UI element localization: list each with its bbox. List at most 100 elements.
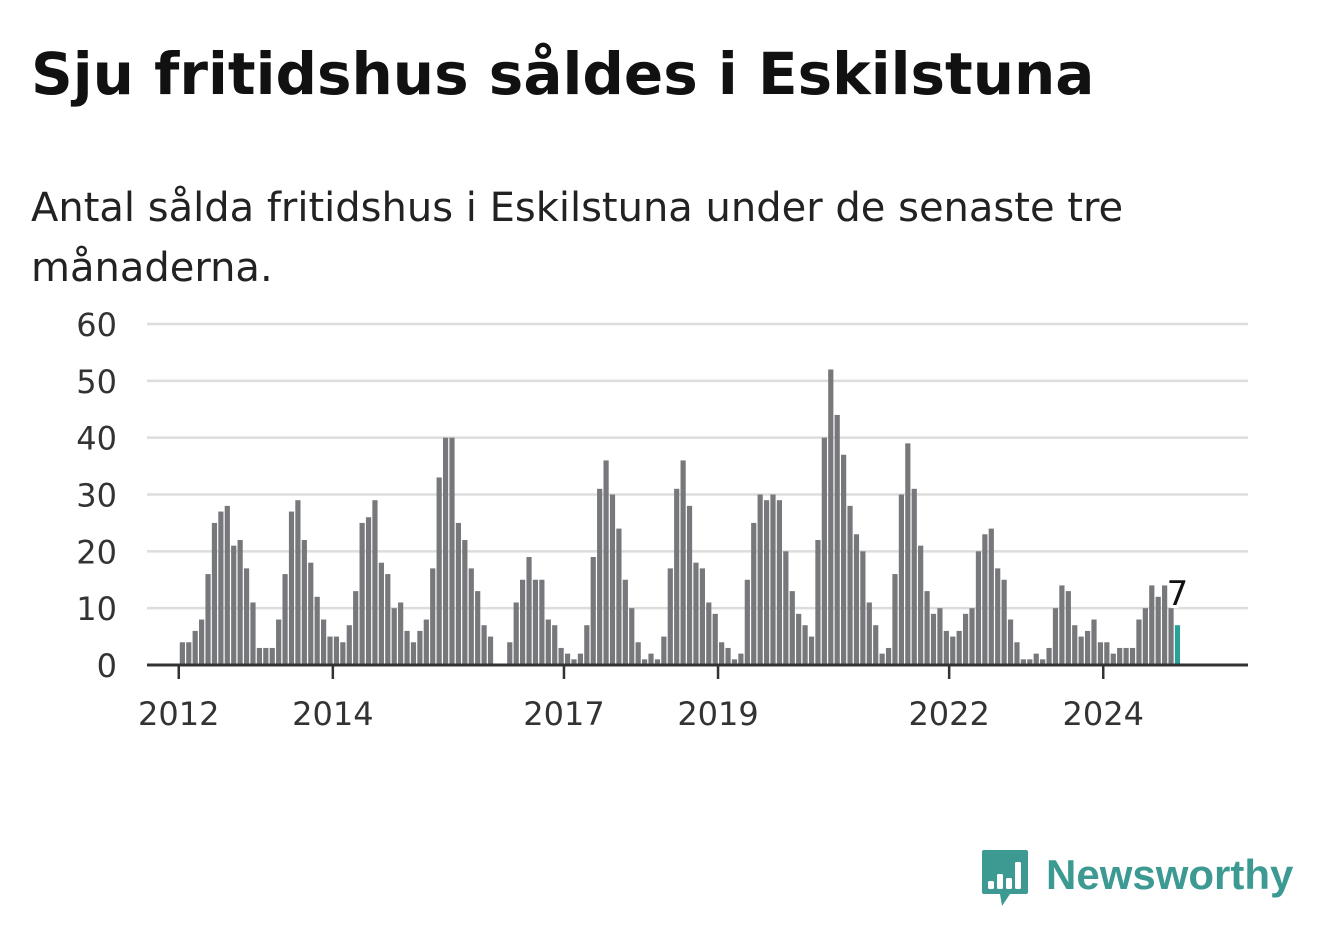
bar (224, 505, 230, 665)
bar (462, 539, 468, 665)
chart-subtitle: Antal sålda fritidshus i Eskilstuna unde… (31, 185, 1124, 291)
bar (237, 539, 243, 665)
bar (860, 551, 866, 665)
bar (1059, 585, 1065, 665)
bar (436, 477, 442, 665)
bar (211, 522, 218, 665)
bar (455, 522, 462, 665)
x-tick-label: 2014 (292, 695, 373, 733)
bar (205, 574, 211, 665)
bar (545, 619, 551, 665)
bar (327, 636, 333, 665)
bar (597, 488, 603, 665)
bar (1065, 591, 1071, 665)
bar (391, 608, 397, 665)
bar (911, 488, 917, 665)
bar (558, 647, 564, 665)
annotations: 7 (1164, 571, 1192, 617)
bar (963, 613, 969, 665)
bar (276, 619, 282, 665)
bar (218, 511, 224, 665)
brand-name: Newsworthy (1046, 851, 1294, 898)
bar (1155, 596, 1161, 665)
highlight-bar (1174, 625, 1181, 665)
bar (564, 653, 571, 665)
bar (295, 500, 301, 665)
bar (333, 636, 340, 665)
bar (1149, 585, 1155, 665)
bar (378, 562, 384, 665)
bar (1117, 647, 1123, 665)
chart-title: Sju fritidshus såldes i Eskilstuna (31, 40, 1095, 108)
bar (1007, 619, 1014, 665)
bar (950, 636, 956, 665)
bar (243, 568, 250, 665)
bar (288, 511, 295, 665)
bar (1162, 585, 1168, 665)
bar (642, 659, 648, 665)
bar (1027, 659, 1033, 665)
bar (1014, 642, 1020, 665)
bar (282, 574, 288, 665)
bar (783, 551, 789, 665)
bar (263, 647, 269, 665)
bar (847, 505, 853, 665)
bar (199, 619, 205, 665)
bar (629, 608, 635, 665)
bar (359, 522, 365, 665)
bar (1104, 642, 1110, 665)
bar (353, 591, 359, 665)
bar (738, 653, 744, 665)
bar (879, 653, 885, 665)
bar (776, 500, 783, 665)
bar (385, 574, 391, 665)
newsworthy-logo: Newsworthy (980, 848, 1293, 910)
bar (699, 568, 705, 665)
bar (1046, 647, 1052, 665)
bar (622, 579, 628, 665)
bar (1040, 659, 1046, 665)
bar (757, 494, 763, 665)
bar (995, 568, 1001, 665)
bar (301, 539, 307, 665)
bar (841, 454, 847, 665)
x-axis-labels: 2012 2014 2017 2019 2022 2024 (138, 695, 1144, 733)
bar (1110, 653, 1116, 665)
bar (571, 659, 577, 665)
x-tick-label: 2017 (523, 695, 604, 733)
highlight-value-label: 7 (1167, 574, 1189, 614)
bar (577, 653, 583, 665)
y-tick-label: 50 (76, 363, 117, 401)
bar (603, 460, 609, 665)
bar (256, 647, 262, 665)
bar (526, 557, 532, 665)
bar (520, 579, 526, 665)
bar (532, 579, 539, 665)
bar (808, 636, 815, 665)
bar (834, 414, 840, 665)
bar (417, 630, 423, 665)
bar (481, 625, 487, 665)
bar (744, 579, 750, 665)
bar (905, 443, 911, 665)
bar (1168, 608, 1174, 665)
bar (410, 642, 417, 665)
bar (609, 494, 616, 665)
bar (1091, 619, 1097, 665)
bar (513, 602, 519, 665)
bar (802, 625, 808, 665)
bar (404, 630, 410, 665)
bar (853, 534, 860, 665)
x-tick-label: 2024 (1063, 695, 1144, 733)
bar (693, 562, 699, 665)
bar (892, 574, 898, 665)
y-tick-label: 40 (76, 420, 117, 458)
bar (719, 642, 725, 665)
bar (1142, 608, 1148, 665)
bar (1136, 619, 1142, 665)
bar (686, 505, 693, 665)
bar (969, 608, 975, 665)
bar (667, 568, 673, 665)
y-axis-labels: 0 10 20 30 40 50 60 (76, 306, 117, 685)
